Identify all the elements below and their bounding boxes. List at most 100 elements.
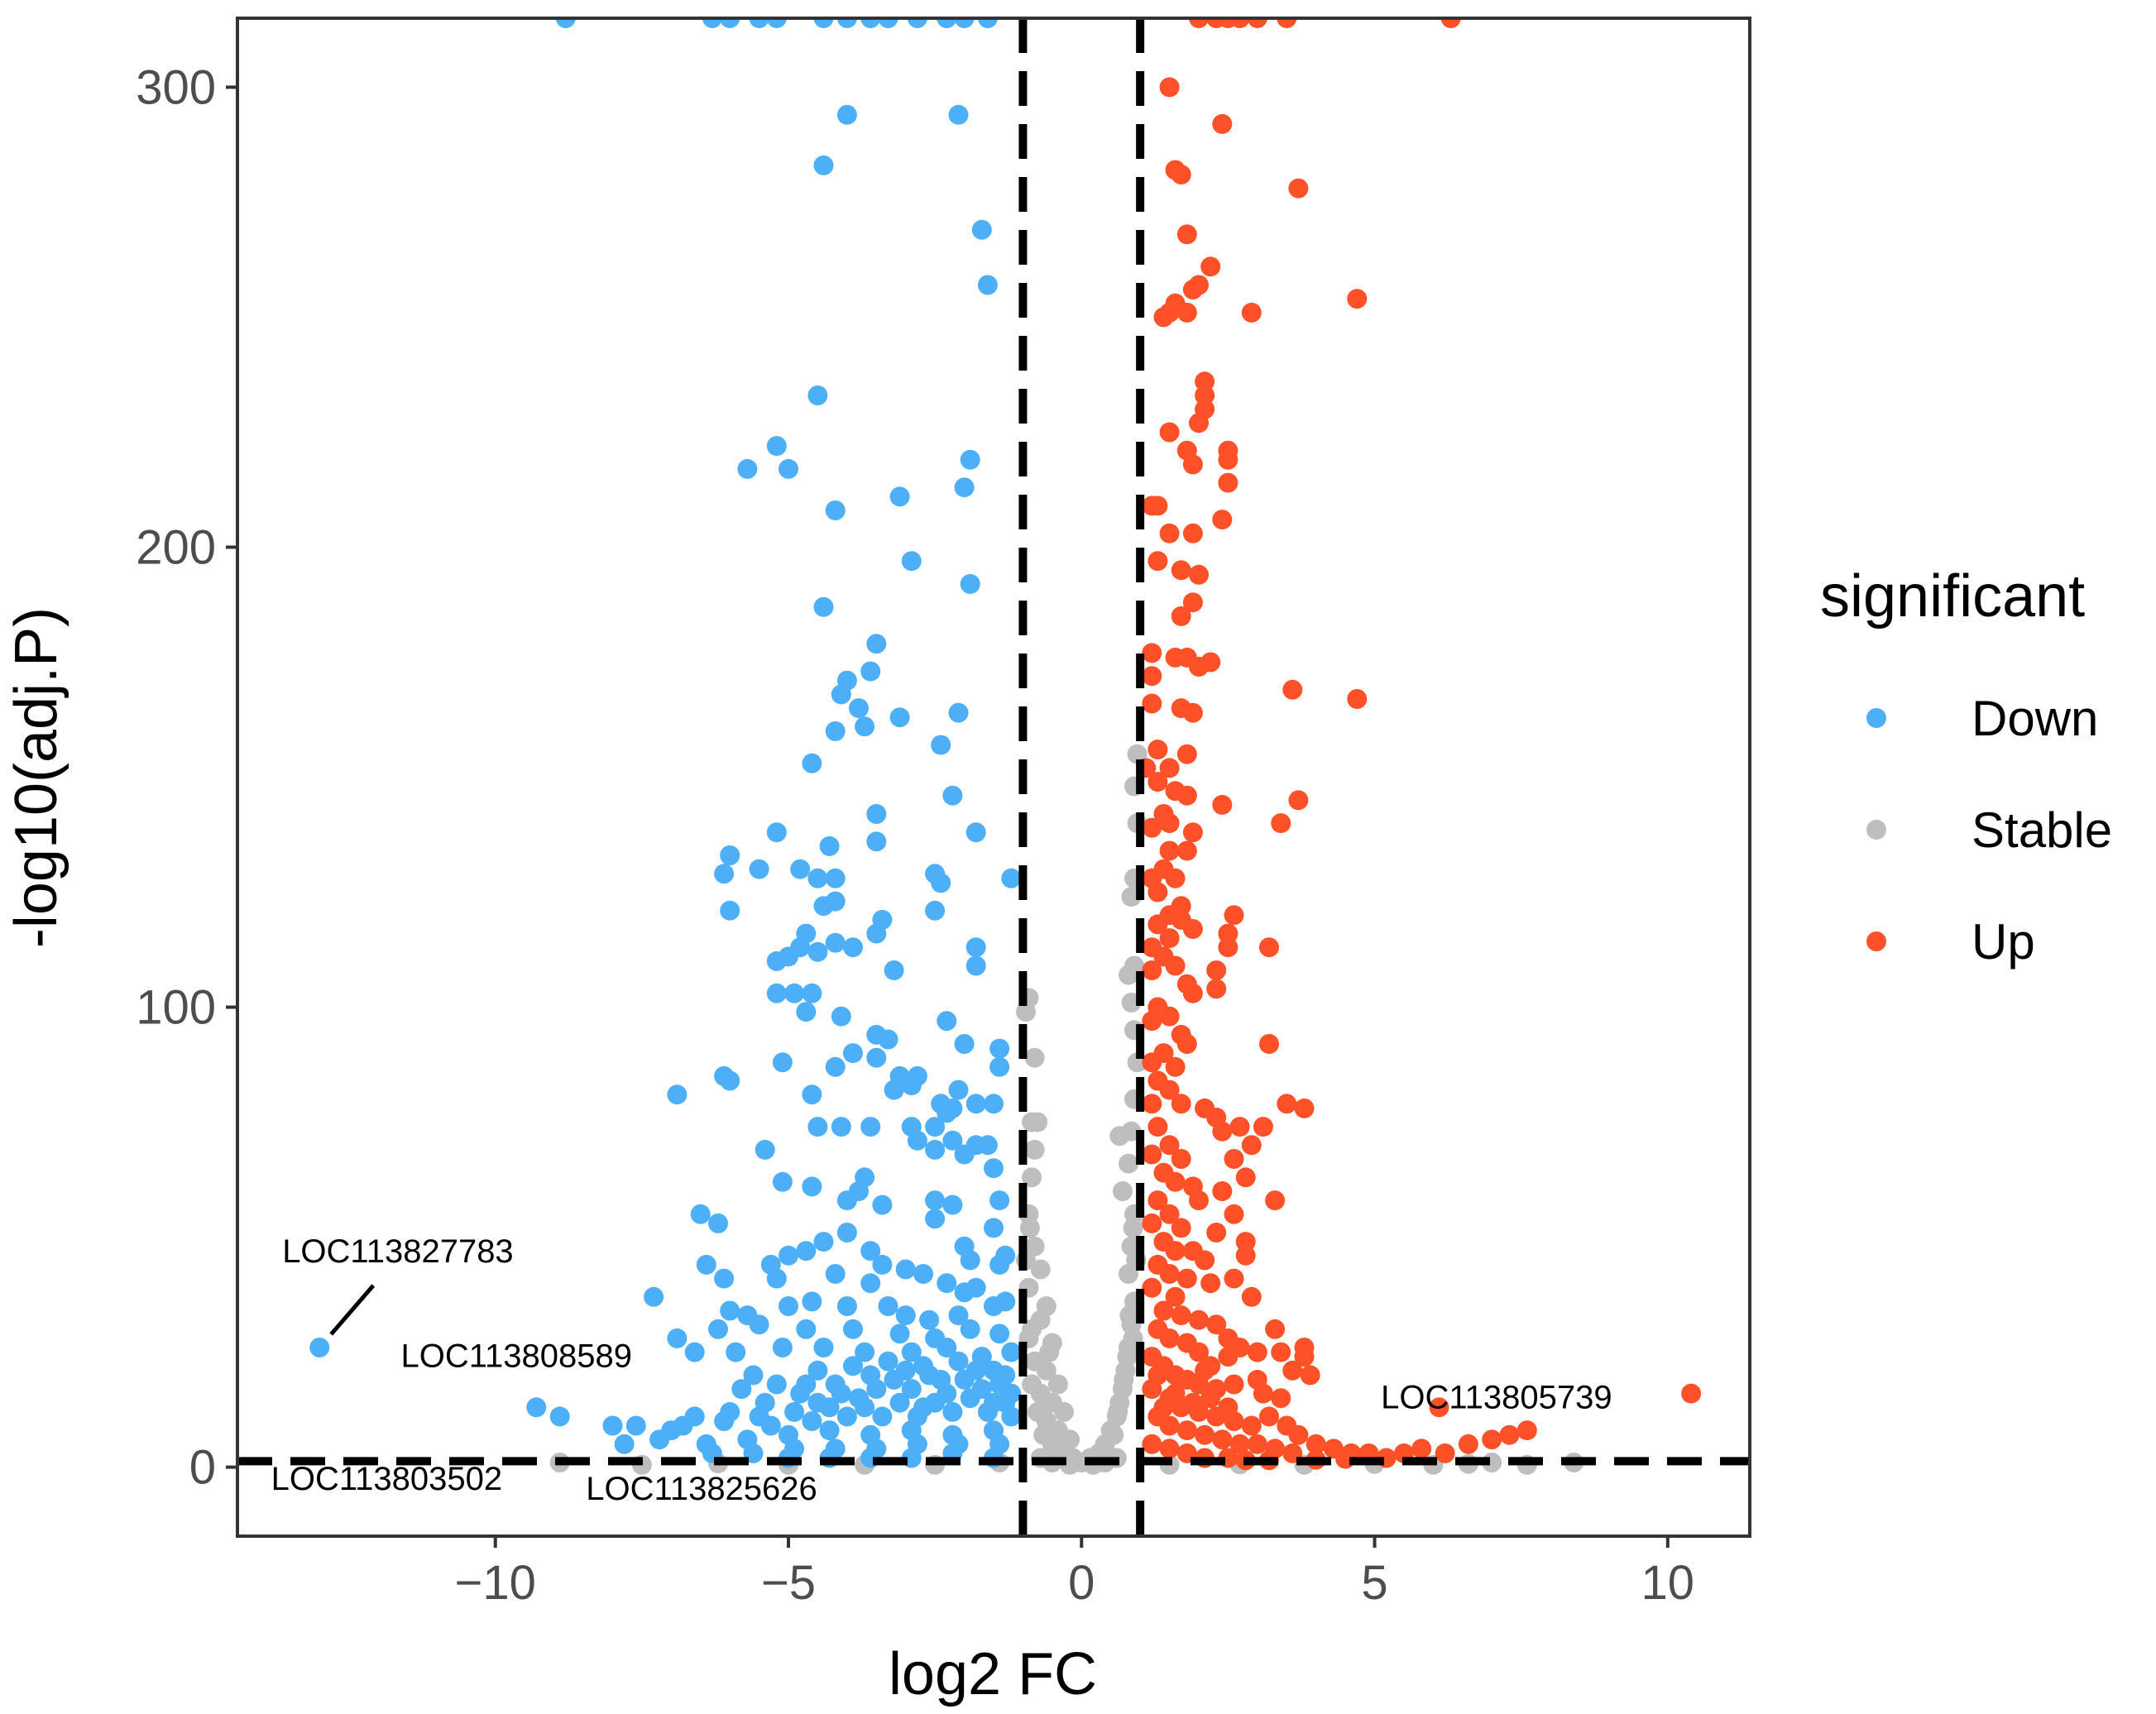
point-stable-42 <box>1119 1153 1138 1174</box>
point-up-155 <box>1229 1338 1250 1357</box>
point-down-114 <box>802 1176 822 1197</box>
point-up-218 <box>1195 1360 1215 1381</box>
point-down-100 <box>925 1117 946 1137</box>
point-up-10 <box>1171 165 1191 185</box>
point-down-171 <box>813 1338 834 1357</box>
point-up-5 <box>1277 18 1297 28</box>
point-stable-16 <box>1047 1374 1068 1395</box>
point-down-223 <box>872 1406 893 1427</box>
point-down-163 <box>843 1319 863 1339</box>
point-up-213 <box>1153 1397 1174 1418</box>
point-down-93 <box>667 1084 688 1105</box>
annotation-label-4: LOC113805739 <box>1381 1380 1612 1416</box>
point-up-57 <box>1147 772 1168 792</box>
point-down-69 <box>965 955 986 976</box>
point-down-5 <box>813 18 834 28</box>
point-down-164 <box>889 1324 910 1344</box>
point-down-247 <box>971 1379 992 1400</box>
point-stable-15 <box>1036 1360 1056 1381</box>
point-down-26 <box>901 551 922 572</box>
point-up-26 <box>1159 422 1180 443</box>
point-up-185 <box>1176 1420 1197 1441</box>
point-up-182 <box>1288 1424 1309 1445</box>
point-stable-82 <box>1022 1374 1042 1395</box>
legend-label-up: Up <box>1972 914 2035 970</box>
point-up-67 <box>1159 840 1180 861</box>
point-down-34 <box>889 707 910 728</box>
point-down-44 <box>819 835 840 856</box>
point-up-215 <box>1200 1388 1221 1409</box>
point-up-204 <box>1142 1434 1162 1454</box>
point-up-25 <box>1189 413 1209 433</box>
point-down-21 <box>779 458 798 479</box>
point-up-89 <box>1206 960 1227 980</box>
point-up-106 <box>1212 1121 1233 1142</box>
point-up-160 <box>1282 1360 1303 1381</box>
point-down-94 <box>948 1080 969 1100</box>
point-down-86 <box>720 1070 740 1091</box>
point-up-161 <box>1300 1365 1320 1386</box>
point-up-114 <box>1171 1149 1191 1169</box>
y-axis: 0 100 200 300 <box>136 60 237 1495</box>
point-down-19 <box>766 436 787 457</box>
point-up-38 <box>1171 560 1191 581</box>
point-down-43 <box>766 822 787 843</box>
point-down-122 <box>690 1204 711 1224</box>
point-up-83 <box>1259 937 1279 958</box>
point-down-248 <box>743 1365 764 1386</box>
point-stable-5 <box>1024 1139 1045 1160</box>
x-tick-label-4: 10 <box>1641 1556 1695 1610</box>
point-stable-88 <box>1030 1309 1051 1330</box>
point-down-127 <box>813 1232 834 1252</box>
point-up-90 <box>1206 979 1227 999</box>
point-down-47 <box>714 864 735 884</box>
point-down-257 <box>1001 1383 1022 1404</box>
point-down-53 <box>931 873 951 893</box>
point-up-97 <box>1259 1034 1279 1054</box>
point-up-92 <box>1159 1006 1180 1027</box>
point-up-3 <box>1229 18 1250 28</box>
point-down-201 <box>649 1429 670 1450</box>
point-up-180 <box>1259 1406 1279 1427</box>
point-up-70 <box>1165 868 1186 888</box>
point-down-105 <box>755 1139 775 1160</box>
point-up-129 <box>1206 1223 1227 1242</box>
point-down-126 <box>836 1223 857 1242</box>
point-down-252 <box>919 1365 940 1386</box>
point-up-66 <box>1182 822 1203 843</box>
point-down-144 <box>937 1273 957 1294</box>
point-down-159 <box>667 1328 688 1348</box>
point-down-211 <box>714 1411 735 1431</box>
point-down-74 <box>784 983 805 1003</box>
point-up-59 <box>1176 785 1197 806</box>
point-down-39 <box>802 753 822 773</box>
point-up-40 <box>1182 592 1203 613</box>
point-up-216 <box>1165 1383 1186 1404</box>
point-up-74 <box>1171 896 1191 917</box>
point-up-144 <box>1153 1300 1174 1321</box>
point-down-0 <box>555 18 576 28</box>
point-down-75 <box>831 1006 851 1027</box>
point-up-11 <box>1288 178 1309 199</box>
point-down-134 <box>913 1264 933 1284</box>
point-down-225 <box>942 1401 963 1422</box>
point-down-20 <box>737 458 758 479</box>
point-down-205 <box>819 1420 840 1441</box>
point-down-216 <box>889 1392 910 1413</box>
point-down-119 <box>925 1190 946 1211</box>
point-down-174 <box>937 1338 957 1357</box>
point-up-203 <box>1516 1420 1537 1441</box>
point-up-205 <box>1159 1439 1180 1459</box>
point-up-188 <box>1229 1434 1250 1454</box>
point-down-158 <box>995 1291 1016 1312</box>
point-up-8 <box>1212 113 1233 134</box>
point-up-16 <box>1347 289 1368 309</box>
point-down-196 <box>878 1351 898 1372</box>
point-down-13 <box>836 104 857 125</box>
point-up-138 <box>1176 1268 1197 1289</box>
legend: significant Down Stable Up <box>1820 563 2112 970</box>
point-down-67 <box>925 900 946 921</box>
point-down-27 <box>960 574 980 594</box>
point-down-220 <box>760 1415 781 1436</box>
